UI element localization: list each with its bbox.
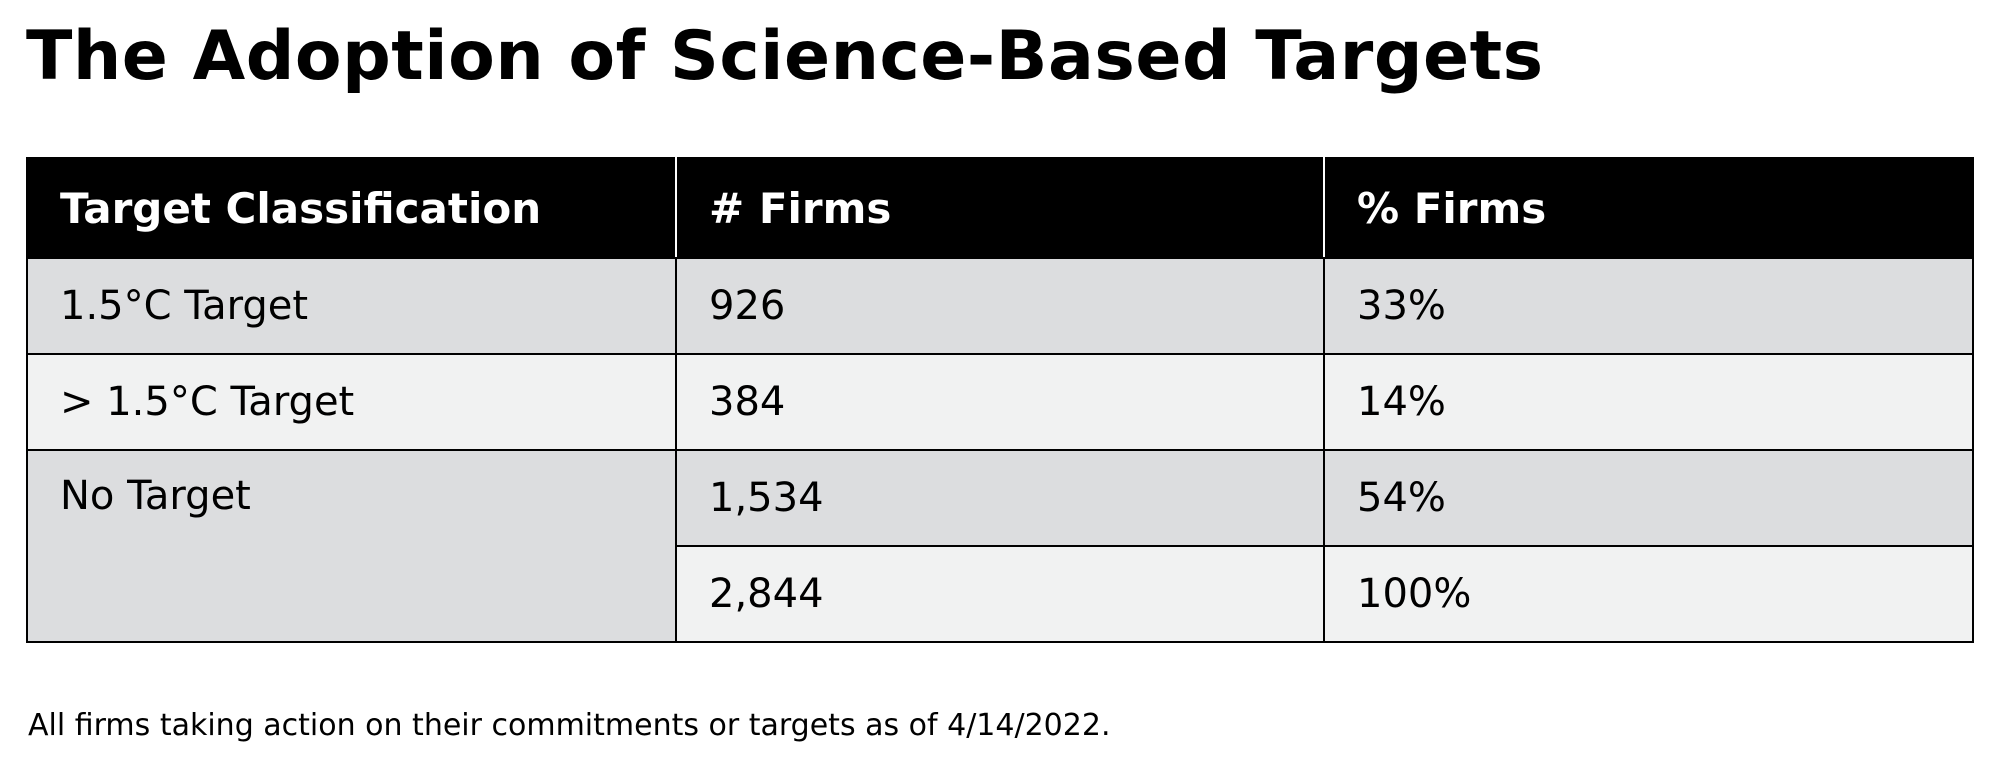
column-header-firm-percent: % Firms: [1323, 157, 1974, 259]
table-row: > 1.5°C Target 384 14%: [26, 353, 1974, 451]
firm-percent-cell: 54%: [1323, 449, 1974, 547]
classification-cell: No Target: [26, 449, 677, 643]
header-row: Target Classification # Firms % Firms: [26, 157, 1974, 259]
classification-cell: 1.5°C Target: [26, 257, 677, 355]
firm-percent-cell: 14%: [1323, 353, 1974, 451]
total-row: 2,844 100%: [27, 545, 1974, 643]
table-body: 1.5°C Target 926 33% > 1.5°C Target 384 …: [26, 257, 1974, 643]
table-header: Target Classification # Firms % Firms: [26, 157, 1974, 259]
column-header-firm-count: # Firms: [675, 157, 1325, 259]
total-firm-count-cell: 2,844: [675, 545, 1325, 643]
footnote: All firms taking action on their commitm…: [28, 708, 1111, 743]
firm-count-cell: 384: [675, 353, 1325, 451]
total-firm-percent-cell: 100%: [1323, 545, 1974, 643]
table-row: No Target 1,534 54%: [26, 449, 1974, 643]
page-title: The Adoption of Science-Based Targets: [26, 17, 1544, 96]
target-table: Target Classification # Firms % Firms 1.…: [26, 157, 1974, 643]
column-header-classification: Target Classification: [26, 157, 677, 259]
firm-count-cell: 1,534: [675, 449, 1325, 547]
classification-cell: > 1.5°C Target: [26, 353, 677, 451]
firm-percent-cell: 33%: [1323, 257, 1974, 355]
firm-count-cell: 926: [675, 257, 1325, 355]
table-row: 1.5°C Target 926 33%: [26, 257, 1974, 355]
